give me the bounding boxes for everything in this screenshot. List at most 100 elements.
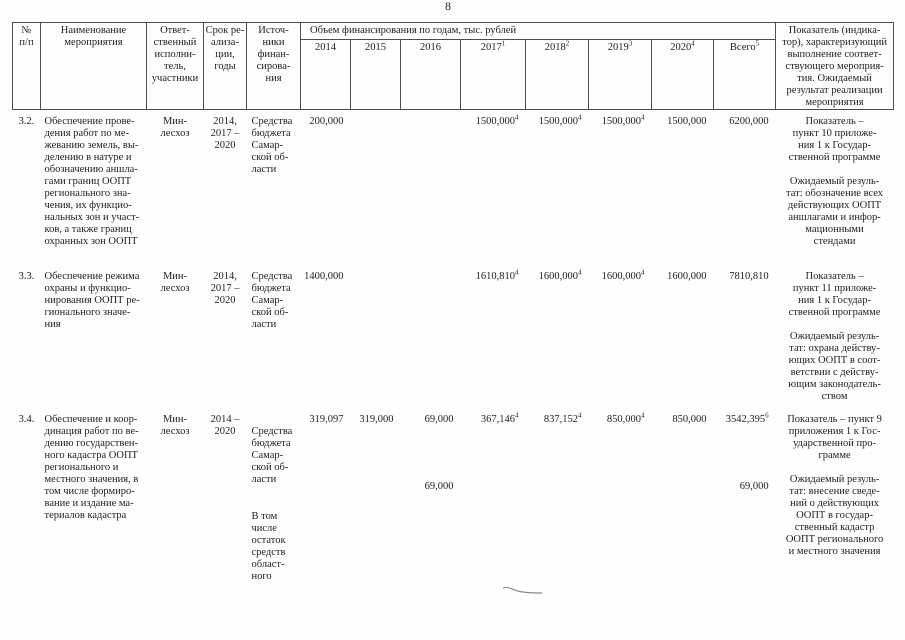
- col-header-executor: Ответ- ственный исполни- тель, участники: [146, 22, 204, 110]
- measure-name: Обеспечение прове- дения работ по ме- же…: [44, 116, 140, 247]
- scan-artifact-mark: [502, 586, 543, 594]
- page-number: 8: [445, 1, 451, 13]
- year-label: 2015: [365, 41, 386, 53]
- measure-name: Обеспечение и коор- динация работ по ве-…: [44, 413, 139, 521]
- value-2014: 319,097: [301, 408, 351, 595]
- value-total: 7810,810: [714, 265, 776, 408]
- footnote-marker: 4: [641, 113, 645, 122]
- col-header-period: Срок ре- ализа- ции, годы: [203, 22, 247, 110]
- value-total: 3542,3956 69,000: [714, 408, 776, 595]
- amount: 69,000: [424, 413, 454, 425]
- footnote-marker: 4: [641, 268, 645, 276]
- footnote-marker: 1: [501, 39, 506, 48]
- amount: 1600,000: [667, 270, 707, 282]
- value-2014: 1400,000: [301, 265, 351, 408]
- amount: 1500,000: [601, 116, 641, 127]
- funding-source-main: Средства бюджета Самар- ской об- ласти: [251, 425, 293, 485]
- value-2017: 1610,8104: [461, 265, 526, 408]
- footnote-marker: 4: [515, 113, 519, 122]
- col-header-year-2018: 20182: [525, 38, 589, 111]
- col-header-indicator: Показатель (индика- тор), характеризующи…: [775, 22, 895, 110]
- col-header-year-2016: 2016: [400, 38, 461, 111]
- value-2016: [401, 110, 461, 265]
- amount: 367,146: [480, 413, 515, 425]
- col-header-funding-span: Объем финансирования по годам, тыс. рубл…: [299, 22, 777, 40]
- amount: 1600,000: [601, 270, 641, 282]
- amount: 1500,000: [667, 116, 707, 127]
- year-label: 2016: [420, 41, 441, 53]
- footnote-marker: 4: [691, 39, 695, 48]
- value-2016: [401, 265, 461, 408]
- year-label: Всего: [729, 41, 756, 53]
- value-2018: 1500,0004: [526, 110, 589, 265]
- year-label: 2020: [670, 41, 692, 53]
- footnote-marker: 4: [578, 268, 582, 276]
- amount: 7810,810: [729, 270, 769, 282]
- value-2020: 1600,000: [652, 265, 714, 408]
- footnote-marker: 4: [515, 411, 519, 419]
- funding-source: Средства бюджета Самар- ской об- ласти В…: [247, 408, 301, 595]
- footnote-marker: 4: [515, 268, 519, 276]
- amount: 1610,810: [475, 270, 515, 282]
- value-2017: 1500,0004: [461, 110, 526, 265]
- amount: 1400,000: [304, 270, 344, 282]
- col-header-year-2014: 2014: [300, 38, 351, 111]
- table-header: № п/п Наименование мероприятия Ответ- ст…: [12, 22, 895, 111]
- indicator-text: Показатель – пункт 11 приложе- ния 1 к Г…: [788, 270, 881, 402]
- col-header-year-2017: 20171: [460, 38, 526, 111]
- footnote-marker: 4: [578, 113, 582, 122]
- value-2017: 367,1464: [461, 408, 526, 595]
- amount: 1600,000: [538, 270, 578, 282]
- footnote-marker: 2: [565, 39, 570, 48]
- funding-source: Средства бюджета Самар- ской об- ласти: [251, 270, 293, 330]
- value-2019: 1500,0004: [589, 110, 652, 265]
- year-label: 2018: [544, 41, 566, 53]
- amount: 1500,000: [538, 116, 578, 127]
- col-header-total: Всего5: [712, 38, 777, 111]
- value-2016: 69,000 69,000: [401, 408, 461, 595]
- amount-remainder: 69,000: [424, 480, 454, 492]
- col-header-year-2020: 20204: [651, 38, 714, 111]
- col-header-num: № п/п: [12, 22, 41, 110]
- amount: 850,000: [672, 413, 707, 425]
- executor: Мин- лесхоз: [160, 116, 190, 139]
- measure-name: Обеспечение режима охраны и функцио- нир…: [44, 270, 140, 330]
- amount: 200,000: [309, 116, 344, 127]
- value-total: 6200,000: [714, 110, 776, 265]
- year-label: 2019: [607, 41, 629, 53]
- value-2018: 837,1524: [526, 408, 589, 595]
- table-row-3-2: 3.2. Обеспечение прове- дения работ по м…: [13, 110, 894, 265]
- amount-remainder: 69,000: [739, 480, 769, 492]
- year-label: 2014: [315, 41, 336, 53]
- funding-table: № п/п Наименование мероприятия Ответ- ст…: [12, 22, 895, 595]
- footnote-marker: 4: [641, 411, 645, 419]
- col-header-name: Наименование мероприятия: [40, 22, 147, 110]
- table-row-3-4: 3.4. Обеспечение и коор- динация работ п…: [13, 408, 894, 595]
- col-header-year-2015: 2015: [350, 38, 401, 111]
- col-header-year-2019: 20193: [588, 38, 652, 111]
- value-2020: 850,000: [652, 408, 714, 595]
- funding-source-extra: В том числе остаток средств област- ного: [251, 510, 286, 582]
- footnote-marker: 5: [755, 39, 760, 48]
- indicator-text: Показатель – пункт 9 приложения 1 к Гос-…: [785, 413, 884, 557]
- indicator-text: Показатель – пункт 10 приложе- ния 1 к Г…: [786, 116, 884, 247]
- period: 2014, 2017 – 2020: [210, 270, 240, 306]
- period: 2014 – 2020: [210, 413, 240, 437]
- amount: 319,097: [309, 413, 344, 425]
- footnote-marker: 4: [578, 411, 582, 419]
- amount: 837,152: [543, 413, 578, 425]
- table-row-3-3: 3.3. Обеспечение режима охраны и функцио…: [13, 265, 894, 408]
- year-label: 2017: [480, 41, 502, 53]
- executor: Мин- лесхоз: [160, 270, 190, 294]
- value-2014: 200,000: [301, 110, 351, 265]
- funding-source: Средства бюджета Самар- ской об- ласти: [251, 116, 293, 175]
- value-2019: 1600,0004: [589, 265, 652, 408]
- amount: 6200,000: [729, 116, 769, 127]
- value-2018: 1600,0004: [526, 265, 589, 408]
- col-header-source: Источ- ники финан- сирова- ния: [246, 22, 301, 110]
- footnote-marker: 3: [628, 39, 633, 48]
- row-number: 3.3.: [18, 270, 35, 282]
- value-2020: 1500,000: [652, 110, 714, 265]
- amount: 319,000: [359, 413, 394, 425]
